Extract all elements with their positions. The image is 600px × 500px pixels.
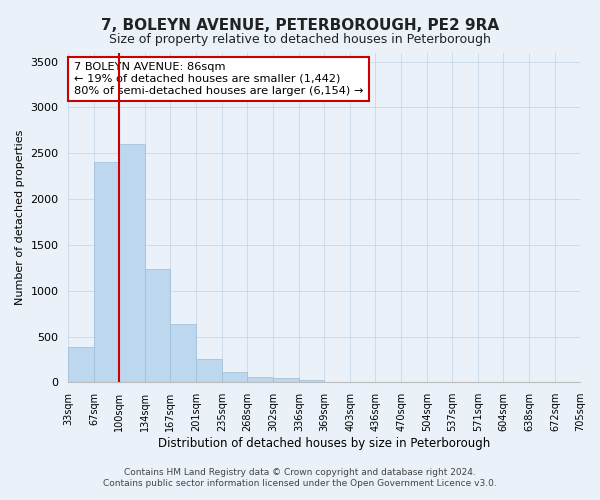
- X-axis label: Distribution of detached houses by size in Peterborough: Distribution of detached houses by size …: [158, 437, 490, 450]
- Bar: [68, 346, 94, 382]
- Bar: [94, 162, 119, 382]
- Bar: [222, 372, 247, 382]
- Bar: [299, 380, 324, 382]
- Text: Contains HM Land Registry data © Crown copyright and database right 2024.
Contai: Contains HM Land Registry data © Crown c…: [103, 468, 497, 487]
- Bar: [273, 378, 299, 382]
- Text: 7 BOLEYN AVENUE: 86sqm
← 19% of detached houses are smaller (1,442)
80% of semi-: 7 BOLEYN AVENUE: 86sqm ← 19% of detached…: [74, 62, 363, 96]
- Bar: [247, 377, 273, 382]
- Bar: [196, 359, 222, 382]
- Bar: [170, 324, 196, 382]
- Text: 7, BOLEYN AVENUE, PETERBOROUGH, PE2 9RA: 7, BOLEYN AVENUE, PETERBOROUGH, PE2 9RA: [101, 18, 499, 32]
- Text: Size of property relative to detached houses in Peterborough: Size of property relative to detached ho…: [109, 32, 491, 46]
- Bar: [119, 144, 145, 382]
- Bar: [145, 268, 170, 382]
- Y-axis label: Number of detached properties: Number of detached properties: [15, 130, 25, 305]
